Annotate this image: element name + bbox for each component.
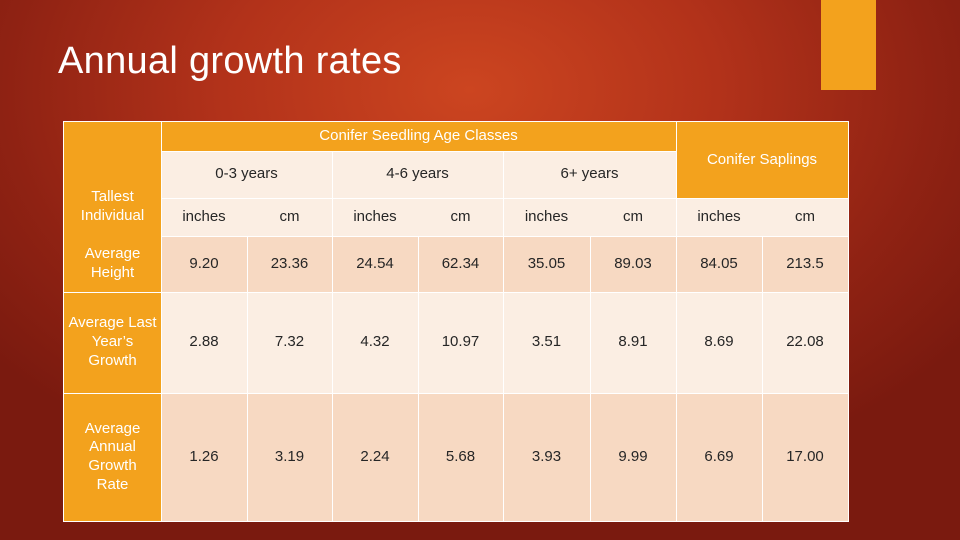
- unit-cell: cm: [247, 198, 332, 236]
- age-class-4-6-years: 4-6 years: [332, 151, 503, 198]
- grid-line: [590, 236, 591, 521]
- grid-line: [332, 151, 333, 521]
- grid-line: [161, 151, 676, 152]
- grid-line: [161, 122, 162, 521]
- corner-label: Tallest Individual: [80, 188, 145, 224]
- table-cell: 23.36: [247, 236, 332, 292]
- grid-line: [247, 236, 248, 521]
- unit-cell: cm: [590, 198, 676, 236]
- row-label-average-last-years-growth: Average Last Year’s Growth: [64, 292, 161, 393]
- unit-cell: cm: [418, 198, 503, 236]
- seedling-age-classes-header: Conifer Seedling Age Classes: [161, 122, 676, 151]
- grid-line: [64, 292, 848, 293]
- table-cell: 5.68: [418, 393, 503, 521]
- conifer-saplings-header: Conifer Saplings: [676, 122, 848, 198]
- grid-line: [503, 151, 504, 521]
- table-cell: 1.26: [161, 393, 247, 521]
- row-label-average-height: Average Height: [64, 236, 161, 292]
- grid-line: [64, 393, 848, 394]
- table-cell: 4.32: [332, 292, 418, 393]
- table-cell: 213.5: [762, 236, 848, 292]
- unit-cell: cm: [762, 198, 848, 236]
- table-cell: 84.05: [676, 236, 762, 292]
- unit-cell: inches: [332, 198, 418, 236]
- grid-line: [418, 236, 419, 521]
- table-cell: 22.08: [762, 292, 848, 393]
- table-cell: 3.19: [247, 393, 332, 521]
- table-cell: 6.69: [676, 393, 762, 521]
- table-cell: 62.34: [418, 236, 503, 292]
- age-class-6-plus-years: 6+ years: [503, 151, 676, 198]
- table-cell: 17.00: [762, 393, 848, 521]
- table-cell: 7.32: [247, 292, 332, 393]
- unit-cell: inches: [503, 198, 590, 236]
- table-cell: 3.93: [503, 393, 590, 521]
- table-cell: 2.88: [161, 292, 247, 393]
- age-class-0-3-years: 0-3 years: [161, 151, 332, 198]
- slide-title: Annual growth rates: [58, 40, 402, 82]
- unit-cell: inches: [161, 198, 247, 236]
- grid-line: [161, 198, 848, 199]
- grid-line: [161, 236, 848, 237]
- table-cell: 8.69: [676, 292, 762, 393]
- table-cell: 10.97: [418, 292, 503, 393]
- table-cell: 8.91: [590, 292, 676, 393]
- table-cell: 3.51: [503, 292, 590, 393]
- table-cell: 89.03: [590, 236, 676, 292]
- table-cell: 2.24: [332, 393, 418, 521]
- table-cell: 9.20: [161, 236, 247, 292]
- grid-line: [762, 236, 763, 521]
- table-cell: 24.54: [332, 236, 418, 292]
- accent-bar: [821, 0, 876, 90]
- table-cell: 9.99: [590, 393, 676, 521]
- growth-rates-table: Tallest Individual Conifer Seedling Age …: [63, 121, 849, 522]
- table-cell: 35.05: [503, 236, 590, 292]
- row-label-average-annual-growth-rate: Average Annual Growth Rate: [64, 393, 161, 521]
- grid-line: [676, 122, 677, 521]
- unit-cell: inches: [676, 198, 762, 236]
